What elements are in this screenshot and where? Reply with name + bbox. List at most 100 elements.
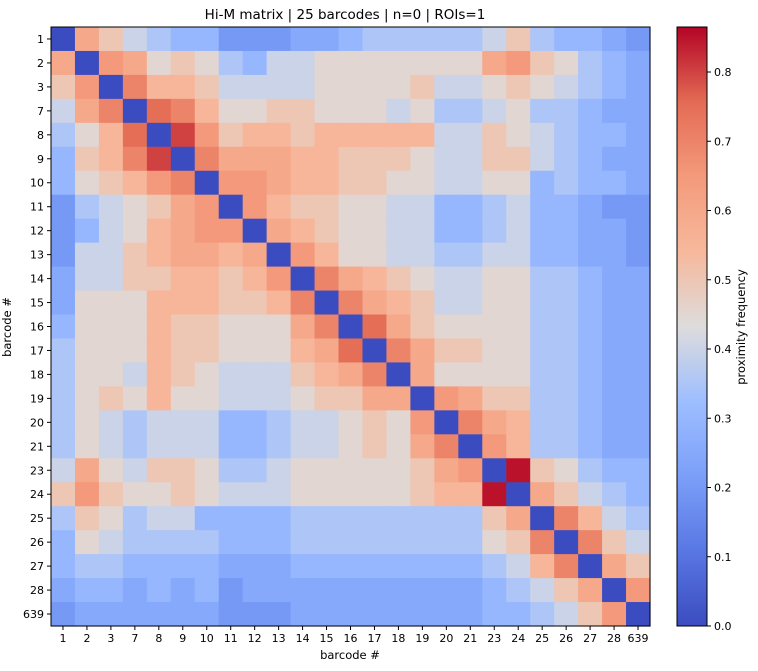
heatmap-cell [314, 482, 340, 507]
heatmap-cell [218, 74, 244, 100]
heatmap-cell [578, 74, 603, 100]
heatmap-cell [482, 434, 507, 459]
heatmap-cell [51, 146, 76, 172]
y-tick-label: 28 [30, 584, 44, 597]
heatmap-cell [434, 266, 459, 292]
x-tick-label: 13 [272, 632, 286, 645]
heatmap-cell [482, 146, 507, 172]
heatmap-cell [74, 458, 100, 483]
heatmap-cell [434, 362, 459, 387]
heatmap-cell [74, 386, 100, 411]
heatmap-cell [626, 458, 651, 483]
y-tick-label: 18 [30, 368, 44, 381]
heatmap-cell [434, 170, 459, 196]
x-tick-label: 639 [628, 632, 649, 645]
heatmap-cell [314, 314, 340, 340]
heatmap-cell [602, 218, 627, 244]
heatmap-cell [554, 74, 579, 100]
heatmap-cell [506, 578, 531, 603]
heatmap-cell [242, 602, 268, 627]
heatmap-cell [122, 170, 148, 196]
heatmap-cell [146, 74, 172, 100]
heatmap-cell [410, 506, 435, 531]
x-tick-label: 17 [367, 632, 381, 645]
heatmap-cell [578, 266, 603, 292]
heatmap-cell [410, 482, 435, 507]
heatmap-cell [626, 170, 651, 196]
heatmap-cell [98, 98, 124, 124]
heatmap-cell [314, 122, 340, 148]
heatmap-cell [626, 314, 651, 340]
heatmap-cell [122, 458, 148, 483]
heatmap-cell [194, 530, 220, 555]
heatmap-cell [194, 434, 220, 459]
heatmap-cell [242, 146, 268, 172]
x-tick-label: 14 [296, 632, 310, 645]
heatmap-cell [338, 314, 364, 340]
heatmap-cell [122, 50, 148, 76]
heatmap-cell [122, 506, 148, 531]
heatmap-cell [602, 266, 627, 292]
heatmap-cell [626, 338, 651, 364]
heatmap-cell [554, 170, 579, 196]
heatmap-cell [122, 578, 148, 603]
heatmap-cell [314, 50, 340, 76]
heatmap-cell [482, 602, 507, 627]
heatmap-cell [146, 530, 172, 555]
heatmap-cell [290, 218, 316, 244]
heatmap-cell [242, 290, 268, 316]
heatmap-cell [170, 146, 196, 172]
heatmap-cell [386, 290, 411, 316]
heatmap-cell [482, 410, 507, 435]
heatmap-cell [146, 554, 172, 579]
heatmap-cell [170, 410, 196, 435]
heatmap-cell [482, 482, 507, 507]
heatmap-cell [314, 98, 340, 124]
heatmap-cell [266, 338, 292, 364]
heatmap-cell [530, 170, 555, 196]
heatmap-cell [266, 98, 292, 124]
heatmap-cell [434, 290, 459, 316]
heatmap-cell [122, 386, 148, 411]
heatmap-cell [51, 482, 76, 507]
heatmap-cell [482, 50, 507, 76]
heatmap-cell [362, 482, 388, 507]
heatmap-cell [410, 554, 435, 579]
heatmap-cell [146, 27, 172, 52]
x-axis-ticks: 1 2 3 7 8 9 10 11 12 13 14 15 16 17 18 19 20 21 23 24 25 26 27… [59, 626, 649, 645]
heatmap-cell [146, 50, 172, 76]
heatmap-cell [170, 27, 196, 52]
heatmap-cell [242, 170, 268, 196]
heatmap-cell [314, 530, 340, 555]
heatmap-cell [122, 602, 148, 627]
heatmap-cell [362, 74, 388, 100]
heatmap-cell [290, 506, 316, 531]
heatmap-cell [266, 27, 292, 52]
heatmap-cell [578, 170, 603, 196]
heatmap-cell [506, 74, 531, 100]
heatmap-cell [386, 554, 411, 579]
x-tick-label: 19 [415, 632, 429, 645]
heatmap-cell [98, 146, 124, 172]
heatmap-cell [530, 242, 555, 268]
heatmap-cell [434, 122, 459, 148]
heatmap-cell [530, 554, 555, 579]
heatmap-cell [122, 146, 148, 172]
heatmap-cell [314, 194, 340, 220]
heatmap-cell [362, 530, 388, 555]
heatmap-cell [266, 530, 292, 555]
heatmap-cell [98, 506, 124, 531]
heatmap-cell [386, 194, 411, 220]
heatmap-cell [51, 362, 76, 387]
heatmap-cell [362, 386, 388, 411]
heatmap-cell [506, 98, 531, 124]
x-tick-label: 28 [607, 632, 621, 645]
heatmap-cell [194, 50, 220, 76]
heatmap-cell [314, 410, 340, 435]
heatmap-cell [362, 602, 388, 627]
heatmap-cell [506, 242, 531, 268]
heatmap-cell [626, 266, 651, 292]
heatmap-cell [410, 27, 435, 52]
heatmap-cell [122, 482, 148, 507]
heatmap-cell [51, 410, 76, 435]
